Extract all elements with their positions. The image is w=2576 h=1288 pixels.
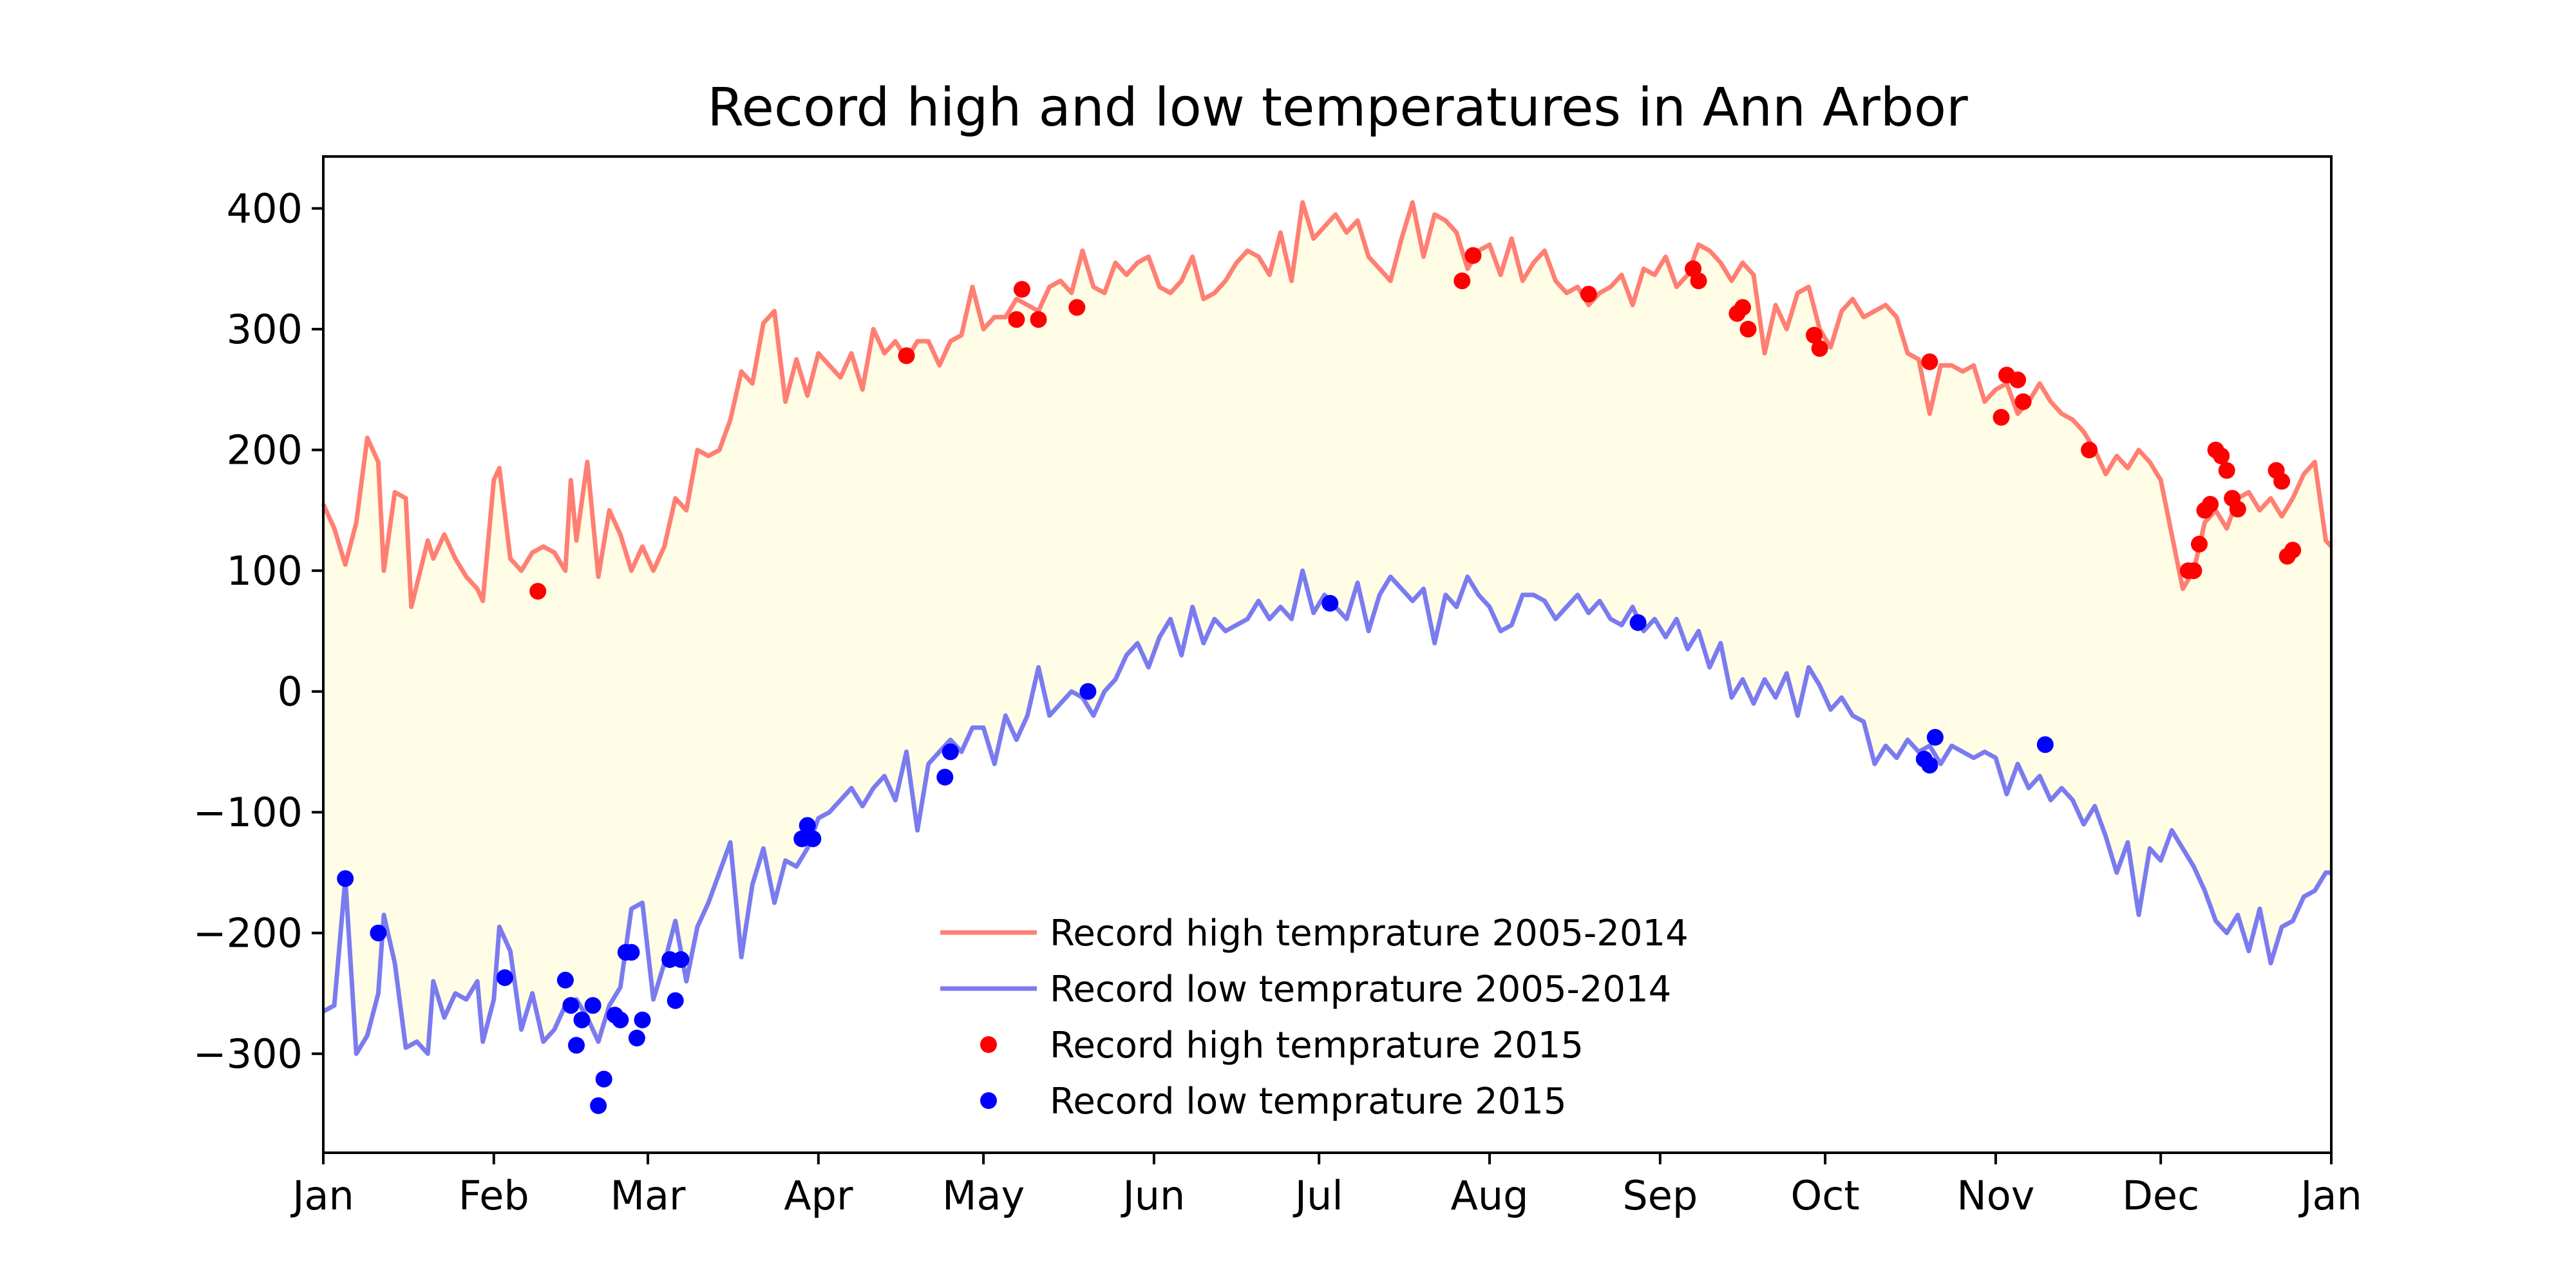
legend: Record high temprature 2005-2014 Record l…	[940, 913, 1689, 1122]
scatter-point-high-2015	[2273, 473, 2291, 490]
scatter-point-low-2015	[496, 969, 513, 987]
legend-label: Record low temprature 2015	[1050, 1081, 1567, 1122]
scatter-point-high-2015	[1811, 340, 1828, 357]
series-line-record-low	[322, 568, 2331, 1056]
scatter-point-low-2015	[612, 1011, 629, 1028]
scatter-point-low-2015	[667, 992, 684, 1009]
scatter-point-high-2015	[1734, 299, 1751, 316]
legend-label: Record high temprature 2005-2014	[1050, 913, 1689, 954]
y-tick-label: 0	[278, 668, 303, 715]
scatter-point-low-2015	[1079, 683, 1097, 700]
scatter-point-low-2015	[556, 971, 574, 989]
range-fill	[323, 202, 2331, 1054]
x-tick-label: Jul	[1293, 1172, 1343, 1219]
scatter-point-high-2015	[1008, 311, 1025, 328]
scatter-point-high-2015	[1921, 353, 1938, 370]
series-line-record-high	[321, 200, 2333, 609]
legend-label: Record low temprature 2005-2014	[1050, 969, 1671, 1010]
scatter-point-low-2015	[1926, 728, 1944, 746]
scatter-point-high-2015	[898, 347, 915, 365]
legend-dot-marker	[980, 1036, 997, 1053]
scatter-point-high-2015	[2284, 542, 2302, 559]
x-tick-label: Dec	[2122, 1172, 2199, 1219]
scatter-point-low-2015	[370, 924, 387, 942]
scatter-point-low-2015	[672, 951, 690, 968]
scatter-point-high-2015	[1068, 299, 1086, 316]
scatter-point-high-2015	[1739, 321, 1757, 338]
scatter-point-high-2015	[1580, 285, 1597, 303]
scatter-point-high-2015	[529, 583, 547, 600]
x-tick-label: Jun	[1120, 1172, 1185, 1219]
scatter-point-low-2015	[634, 1011, 651, 1028]
scatter-point-low-2015	[595, 1070, 612, 1088]
legend-dot-marker	[980, 1092, 997, 1109]
y-tick-label: −100	[193, 789, 303, 836]
scatter-point-high-2015	[2202, 496, 2219, 513]
scatter-point-low-2015	[1921, 757, 1938, 774]
scatter-point-low-2015	[628, 1029, 645, 1046]
scatter-point-high-2015	[2185, 562, 2202, 580]
x-tick-label: Feb	[459, 1172, 529, 1219]
x-tick-label: May	[942, 1172, 1025, 1219]
x-tick-label: Sep	[1622, 1172, 1698, 1219]
scatter-point-low-2015	[1629, 614, 1647, 631]
scatter-point-low-2015	[942, 743, 959, 761]
scatter-point-high-2015	[2229, 500, 2246, 518]
scatter-point-high-2015	[1806, 327, 1823, 344]
scatter-point-low-2015	[2036, 736, 2054, 753]
scatter-point-high-2015	[1993, 409, 2010, 426]
scatter-point-high-2015	[2218, 462, 2235, 479]
x-tick-label: Oct	[1790, 1172, 1859, 1219]
scatter-point-low-2015	[584, 997, 601, 1014]
scatter-point-high-2015	[2014, 393, 2032, 410]
plot-frame	[322, 155, 2333, 1154]
scatter-point-low-2015	[623, 943, 640, 961]
scatter-point-low-2015	[1321, 594, 1339, 612]
plot-area	[321, 156, 2333, 1153]
x-tick-label: Nov	[1956, 1172, 2034, 1219]
scatter-point-high-2015	[2213, 448, 2230, 464]
x-tick-label: Jan	[2298, 1172, 2362, 1219]
y-tick-label: −200	[193, 910, 303, 957]
scatter-point-high-2015	[2191, 535, 2208, 553]
chart-title: Record high and low temperatures in Ann …	[707, 77, 1968, 138]
legend-label: Record high temprature 2015	[1050, 1025, 1584, 1066]
scatter-point-low-2015	[590, 1097, 607, 1114]
scatter-point-high-2015	[1464, 247, 1482, 264]
scatter-point-high-2015	[1030, 311, 1047, 328]
axes: 400 300 200 100 0 −100 −200 −300 Jan Feb Mar Apr May…	[193, 155, 2362, 1219]
scatter-point-low-2015	[799, 817, 816, 834]
scatter-point-low-2015	[804, 830, 822, 848]
scatter-point-low-2015	[562, 997, 580, 1014]
x-tick-label: Aug	[1450, 1172, 1528, 1219]
scatter-point-low-2015	[573, 1011, 591, 1028]
x-tick-label: Apr	[784, 1172, 853, 1219]
x-tick-label: Jan	[290, 1172, 354, 1219]
x-tick-label: Mar	[611, 1172, 686, 1219]
y-tick-label: 400	[227, 185, 303, 232]
scatter-point-low-2015	[568, 1037, 585, 1054]
y-tick-label: 100	[227, 547, 303, 594]
scatter-point-high-2015	[1690, 272, 1707, 290]
scatter-point-high-2015	[1454, 272, 1471, 290]
y-tick-label: 200	[227, 427, 303, 474]
y-tick-label: −300	[193, 1030, 303, 1077]
scatter-point-high-2015	[2009, 371, 2027, 388]
scatter-point-high-2015	[1013, 281, 1030, 298]
scatter-point-low-2015	[936, 768, 954, 786]
scatter-point-low-2015	[337, 870, 354, 887]
y-tick-label: 300	[227, 306, 303, 353]
scatter-point-high-2015	[2081, 441, 2098, 459]
